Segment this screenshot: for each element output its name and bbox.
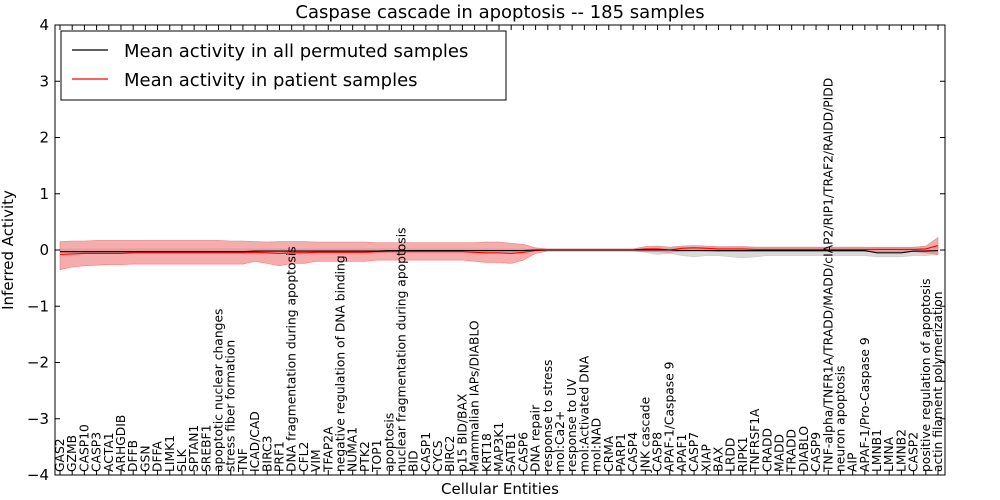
entity-label: GAS2 — [53, 438, 67, 472]
entity-label: CASP6 — [516, 432, 530, 472]
entity-label: MAP3K1 — [492, 422, 506, 472]
entity-label: SATB1 — [504, 433, 518, 472]
entity-label: mol:Ca2+ — [553, 411, 567, 472]
entity-label: PTK2 — [358, 441, 372, 472]
entity-label: negative regulation of DNA binding — [334, 255, 348, 472]
entity-label: LIMK1 — [163, 435, 177, 472]
entity-label: BIRC2 — [443, 436, 457, 472]
entity-label: LMNA — [882, 436, 896, 472]
entity-label: LMNB2 — [894, 429, 908, 472]
entity-label: response to UV — [565, 378, 579, 472]
y-tick-label: 0 — [39, 241, 49, 259]
entity-label: SPTAN1 — [187, 425, 201, 472]
x-axis — [59, 25, 939, 475]
entity-label: CASP4 — [626, 432, 640, 472]
chart-title: Caspase cascade in apoptosis -- 185 samp… — [295, 2, 704, 23]
y-tick-label: 3 — [39, 72, 49, 90]
entity-label: DIABLO — [797, 426, 811, 472]
entity-label: TOP1 — [370, 440, 384, 473]
entity-label: DNA repair — [529, 404, 543, 472]
y-tick-label: 4 — [39, 16, 49, 34]
entity-label: Mammalian IAPs/DIABLO — [468, 320, 482, 472]
entity-label: mol:NAD — [590, 418, 604, 472]
entity-label: APAF-1/Caspase 9 — [663, 361, 677, 472]
entity-label: CRADD — [760, 428, 774, 472]
y-tick-label: 2 — [39, 129, 49, 147]
entity-label: ARHGDIB — [114, 415, 128, 472]
entity-label: CASP8 — [651, 432, 665, 472]
entity-label: response to stress — [541, 360, 555, 472]
entity-label: nuclear fragmentation during apoptosis — [394, 227, 408, 472]
entity-label: CASP7 — [687, 432, 701, 472]
entity-label: SLK — [175, 448, 189, 472]
series-line-patient — [59, 244, 939, 256]
entity-label: GSN — [138, 445, 152, 472]
entity-label: LRDD — [724, 438, 738, 472]
entity-label: p15 BID/BAX — [455, 393, 469, 472]
y-axis: −4 −3 −2 −1 0 1 2 3 4 — [27, 16, 945, 484]
entity-label: DFFB — [126, 440, 140, 472]
entity-label: KRT18 — [480, 433, 494, 472]
entity-label: DNA fragmentation during apoptosis — [285, 246, 299, 472]
y-tick-label: −3 — [27, 410, 49, 428]
entity-label: TNFRSF1A — [748, 408, 762, 473]
y-tick-label: 1 — [39, 185, 49, 203]
entity-label: CASP1 — [419, 432, 433, 472]
entity-label: ICAD/CAD — [248, 411, 262, 472]
entity-label: DFFA — [151, 441, 165, 472]
entity-label: CRMA — [602, 435, 616, 472]
entity-label: BAX — [712, 446, 726, 472]
entity-label: CASP2 — [907, 432, 921, 472]
entity-label: BID — [407, 450, 421, 472]
entity-label: actin filament polymerization — [931, 291, 945, 472]
entity-label: VIM — [309, 449, 323, 472]
band-patient — [59, 237, 939, 271]
entity-label: CASP10 — [77, 424, 91, 472]
entity-label: CFL2 — [297, 442, 311, 472]
entity-label: RIPK1 — [736, 437, 750, 472]
entity-label: TFAP2A — [321, 426, 335, 473]
entity-label: mol:Activated DNA — [577, 355, 591, 472]
entity-labels: GAS2GZMBCASP10CASP3ACTA1ARHGDIBDFFBGSNDF… — [53, 78, 945, 473]
x-axis-label: Cellular Entities — [441, 480, 559, 498]
entity-label: LMNB1 — [870, 429, 884, 472]
entity-label: TRADD — [785, 429, 799, 473]
entity-label: NUMA1 — [346, 427, 360, 472]
entity-label: MADD — [773, 434, 787, 472]
entity-label: TNF-alpha/TNFR1A/TRADD/MADD/cIAP2/RIP1/T… — [821, 78, 835, 473]
entity-label: JNK cascade — [638, 397, 652, 473]
entity-label: AIP — [846, 453, 860, 472]
entity-label: PRF1 — [273, 441, 287, 472]
entity-label: XIAP — [699, 444, 713, 472]
y-tick-label: −4 — [27, 466, 49, 484]
entity-label: GZMB — [65, 435, 79, 472]
entity-label: apoptosis — [382, 413, 396, 472]
entity-label: neuron apoptosis — [833, 366, 847, 472]
entity-label: apoptotic nuclear changes — [212, 309, 226, 472]
legend-label-permuted: Mean activity in all permuted samples — [124, 41, 468, 62]
entity-label: BIRC3 — [260, 436, 274, 472]
entity-label: CASP9 — [809, 432, 823, 472]
entity-label: ACTA1 — [102, 432, 116, 472]
entity-label: CASP3 — [90, 432, 104, 472]
entity-label: stress fiber formation — [224, 340, 238, 472]
y-axis-label: Inferred Activity — [0, 190, 17, 310]
entity-label: positive regulation of apoptosis — [919, 278, 933, 472]
entity-label: SREBF1 — [199, 425, 213, 472]
entity-label: CYCS — [431, 440, 445, 472]
legend-frame — [60, 30, 507, 101]
lines-layer — [59, 244, 939, 256]
series-line-permuted — [60, 249, 939, 254]
entity-label: APAF-1/Pro-Caspase 9 — [858, 337, 872, 472]
entity-label: APAF1 — [675, 434, 689, 472]
legend: Mean activity in all permuted samples Me… — [60, 30, 507, 101]
y-tick-label: −1 — [27, 297, 49, 315]
legend-label-patient: Mean activity in patient samples — [124, 70, 418, 91]
entity-label: TNF — [236, 448, 250, 473]
y-tick-label: −2 — [27, 354, 49, 372]
entity-label: PARP1 — [614, 433, 628, 472]
